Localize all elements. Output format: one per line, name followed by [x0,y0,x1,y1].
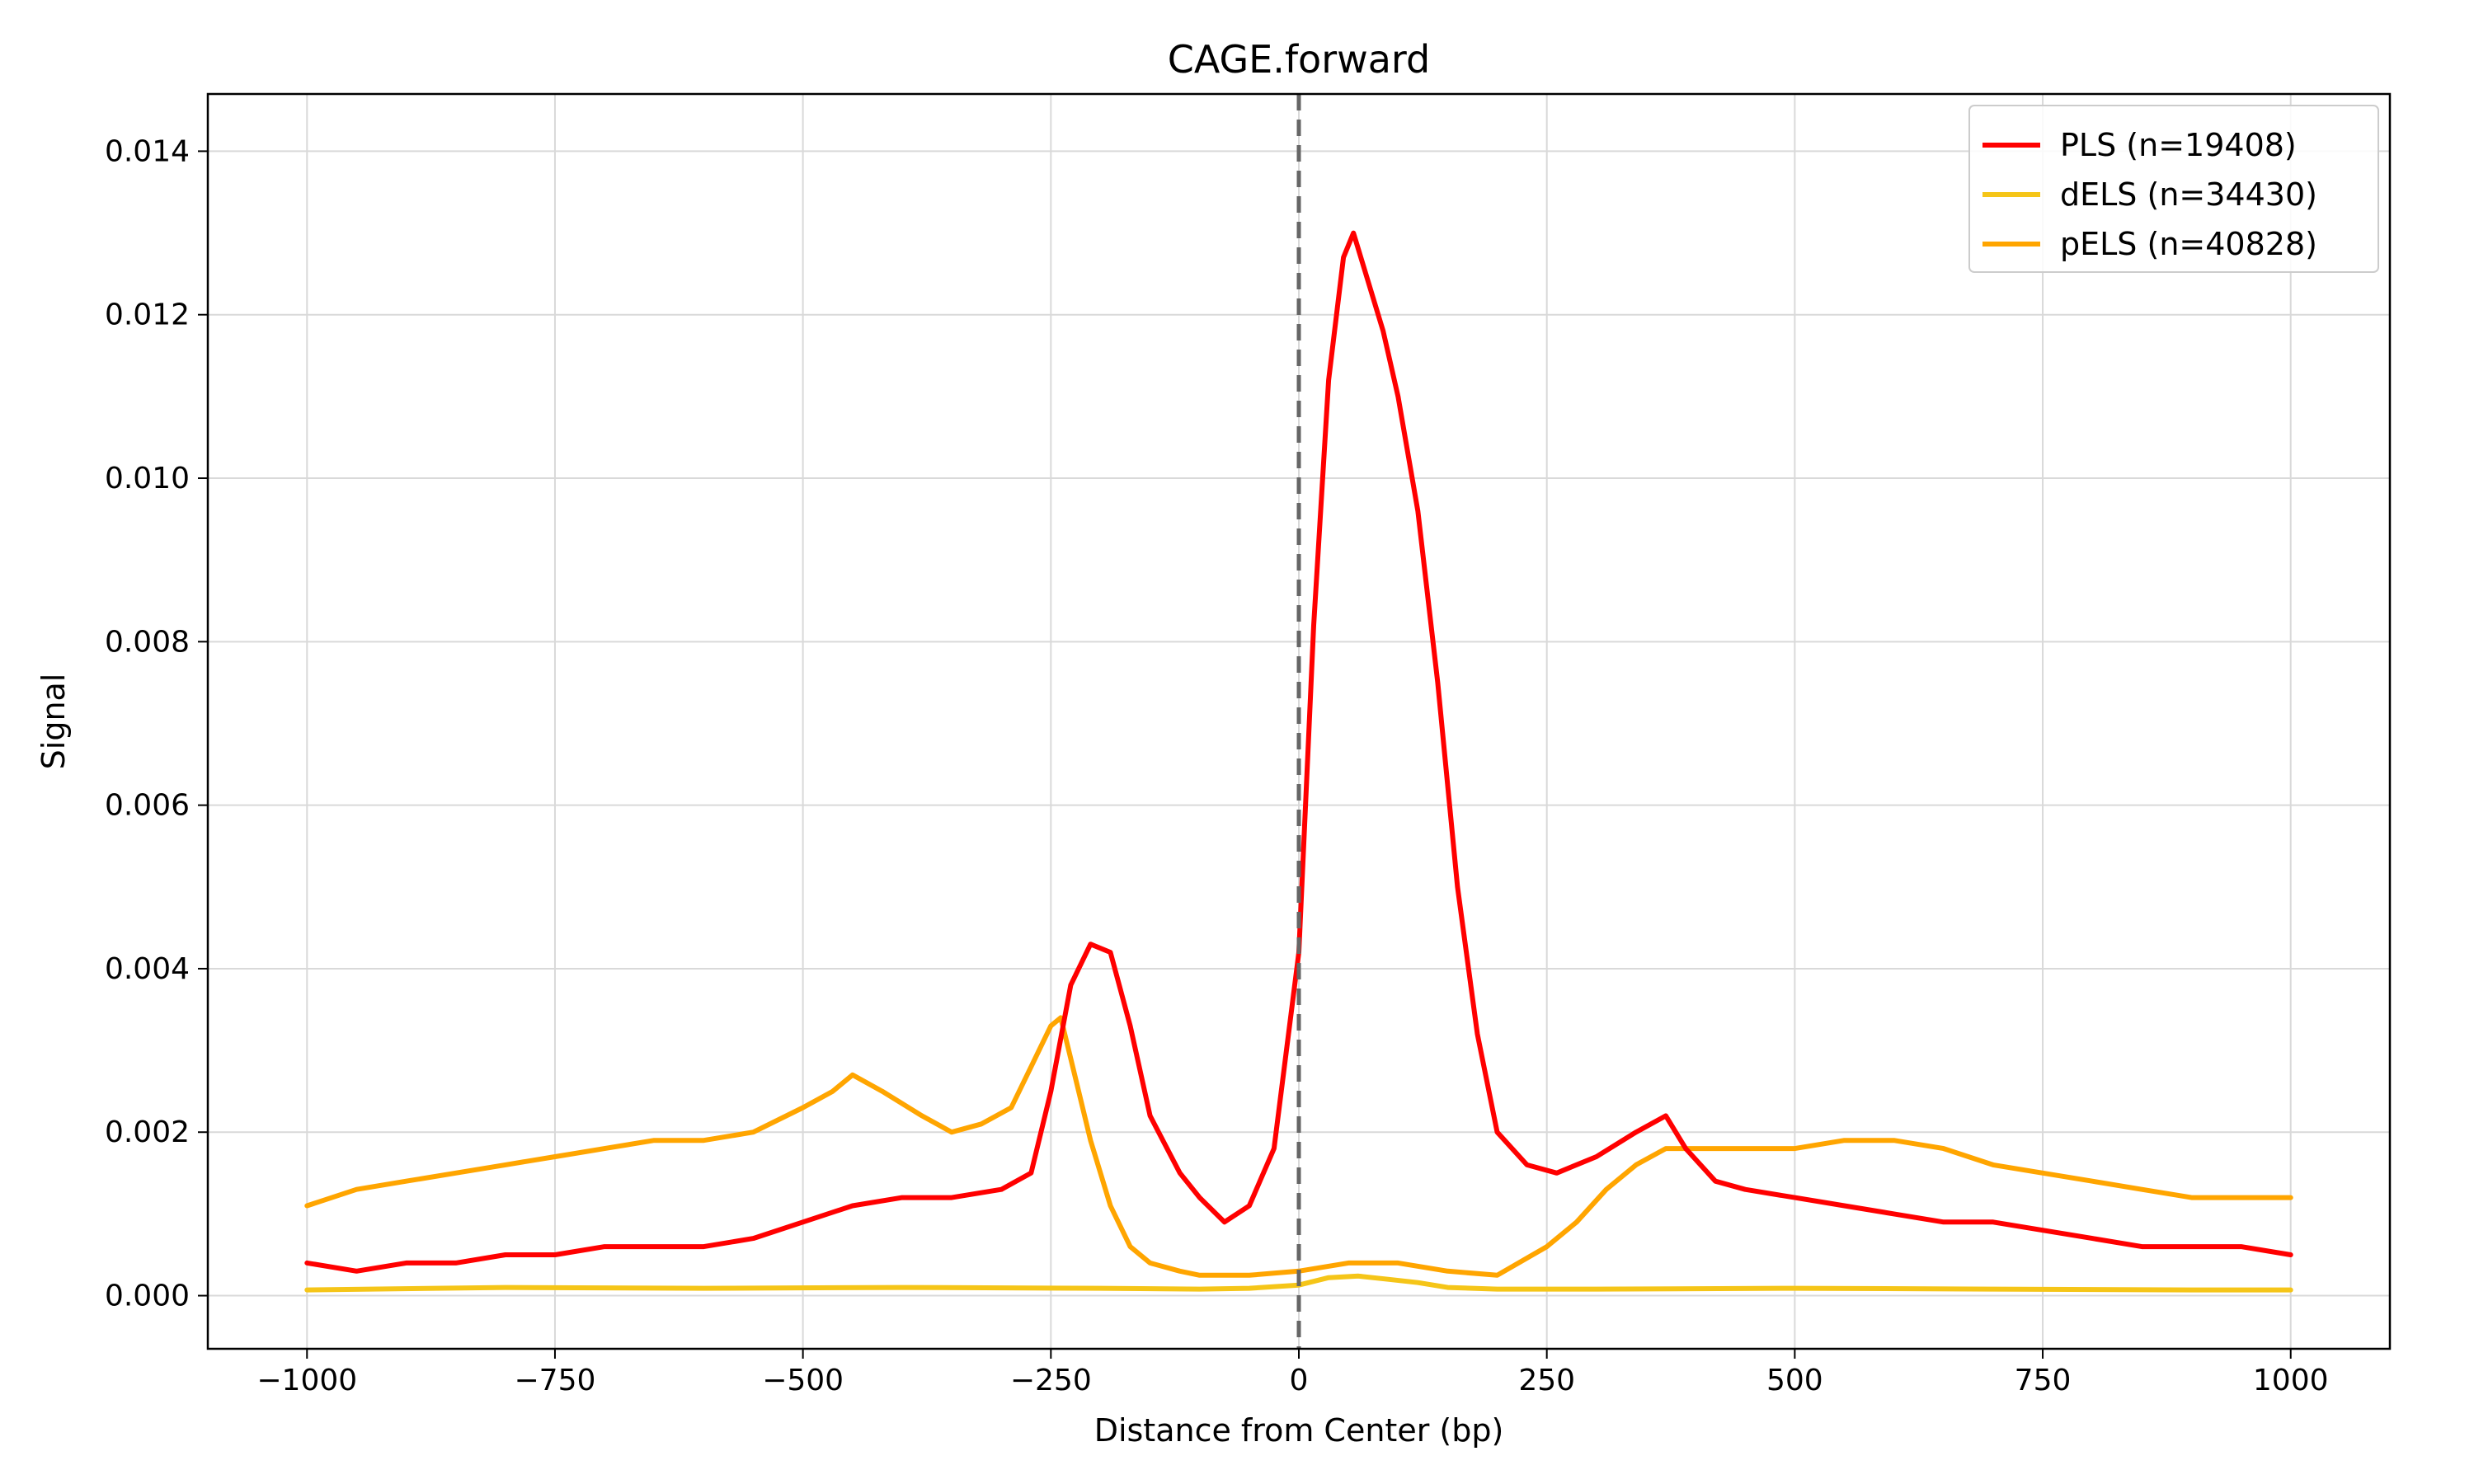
y-tick-label: 0.004 [105,952,190,986]
x-tick-label: 500 [1766,1364,1823,1397]
y-axis-ticks: 0.000 0.002 0.004 0.006 0.008 0.010 0.012 0.014 [105,134,208,1313]
series-line-pels [304,1015,2293,1278]
x-tick-label: 0 [1290,1364,1309,1397]
y-tick-label: 0.008 [105,625,190,659]
y-tick-label: 0.010 [105,462,190,495]
x-tick-label: 750 [2015,1364,2072,1397]
y-tick-label: 0.006 [105,789,190,823]
series-lines [304,230,2293,1293]
legend-label: PLS (n=19408) [2060,127,2297,163]
y-tick-label: 0.002 [105,1115,190,1149]
x-tick-label: −250 [1010,1364,1092,1397]
legend-label: dELS (n=34430) [2060,176,2317,213]
x-axis-label: Distance from Center (bp) [1094,1412,1504,1449]
series-line-dels [304,1273,2293,1293]
x-tick-label: −750 [515,1364,596,1397]
chart-title: CAGE.forward [1168,37,1430,82]
legend-label: pELS (n=40828) [2060,226,2317,262]
legend-box [1968,105,2379,273]
x-tick-label: 250 [1518,1364,1575,1397]
legend: PLS (n=19408) dELS (n=34430) pELS (n=40828… [1968,105,2379,273]
y-tick-label: 0.012 [105,298,190,332]
y-axis-label: Signal [35,674,72,770]
x-tick-label: −1000 [256,1364,357,1397]
x-tick-label: −500 [762,1364,844,1397]
x-tick-label: 1000 [2253,1364,2329,1397]
y-tick-label: 0.014 [105,134,190,168]
y-tick-label: 0.000 [105,1280,190,1313]
series-line-pls [304,230,2293,1274]
x-axis-ticks: −1000 −750 −500 −250 0 250 500 750 1000 [256,1349,2329,1397]
